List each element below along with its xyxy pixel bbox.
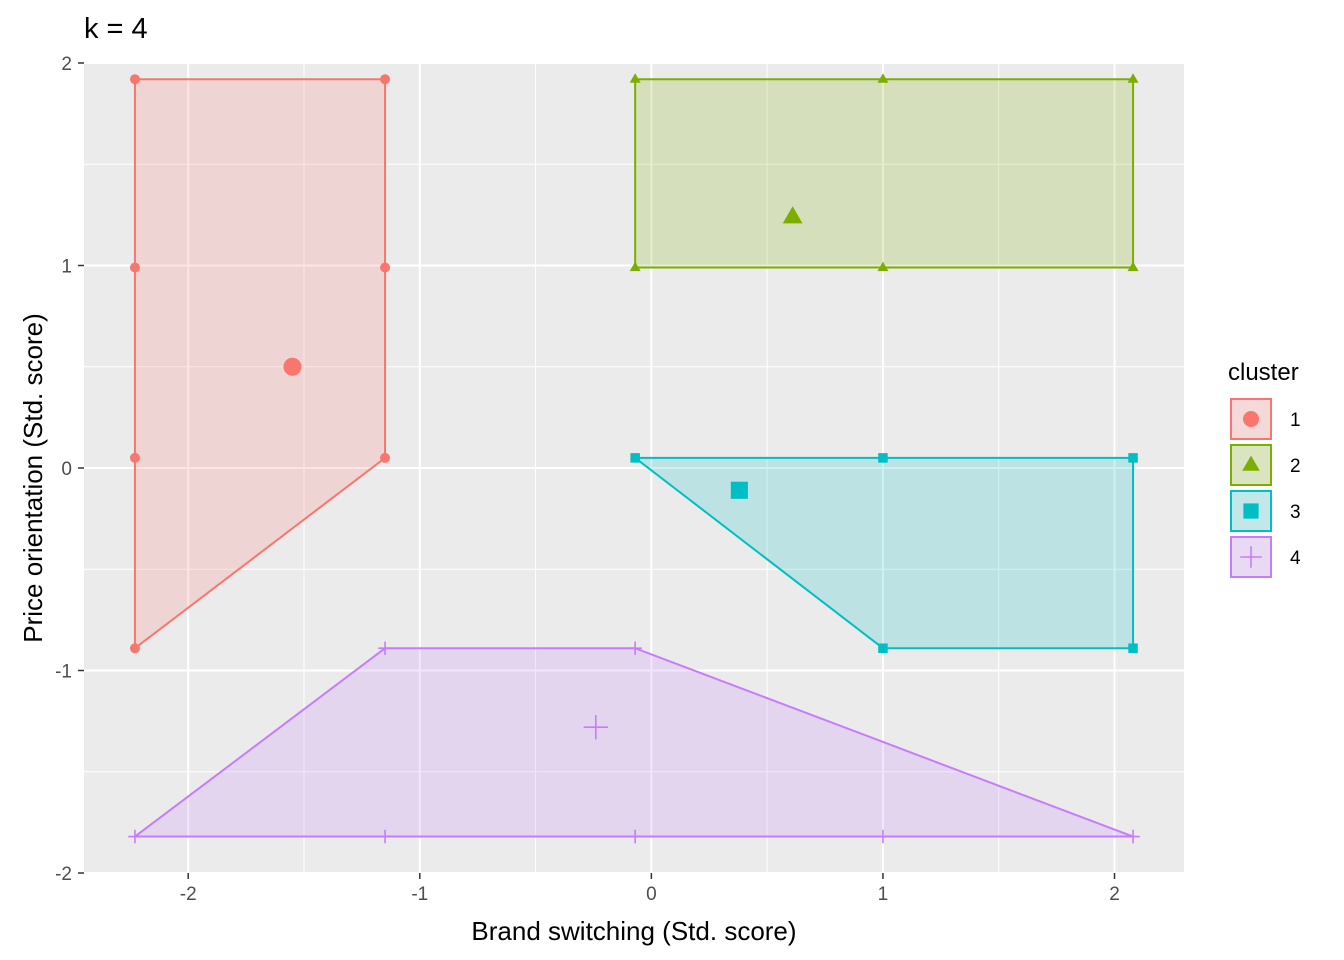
legend-key-marker: [1243, 411, 1259, 427]
legend-label: 4: [1290, 548, 1301, 569]
legend-item-2: 2: [1230, 444, 1301, 486]
chart-title: k = 4: [84, 13, 148, 45]
x-tick-label: 0: [646, 884, 657, 905]
cluster-4-point: [628, 829, 642, 844]
legend-label: 3: [1290, 502, 1301, 523]
y-axis-title: Price orientation (Std. score): [18, 313, 48, 642]
cluster-4-point: [378, 641, 392, 655]
axes: -2 -1 0 1 2 -2 -1 0 1 2: [55, 54, 1120, 905]
cluster-2-point: [629, 261, 641, 272]
cluster-2-point: [629, 73, 641, 83]
legend-label: 1: [1290, 410, 1301, 431]
cluster-2-center: [782, 206, 803, 224]
cluster-4-point: [876, 829, 890, 844]
cluster-3-point: [630, 453, 640, 463]
legend: cluster 1 2 3 4: [1228, 359, 1301, 578]
cluster-3-point: [1128, 453, 1138, 463]
cluster-4-center: [583, 715, 608, 740]
cluster-4-point: [628, 641, 642, 655]
cluster-4-point: [378, 829, 392, 844]
legend-item-1: 1: [1230, 398, 1301, 440]
y-tick-label: -1: [55, 662, 72, 683]
cluster-1-point: [380, 262, 391, 273]
cluster-2-point: [877, 261, 889, 272]
cluster-1-center: [283, 357, 302, 376]
cluster-2: [629, 73, 1139, 272]
cluster-2-point: [1127, 261, 1139, 272]
cluster-1-point: [380, 452, 391, 463]
legend-key-marker: [1240, 546, 1262, 568]
cluster-2-point: [877, 73, 889, 83]
legend-key-marker: [1242, 455, 1260, 471]
legend-item-4: 4: [1230, 536, 1301, 578]
x-tick-label: -1: [411, 884, 428, 905]
cluster-1-point: [129, 452, 140, 463]
x-tick-label: 1: [878, 884, 889, 905]
x-tick-label: 2: [1109, 884, 1120, 905]
x-tick-label: -2: [180, 884, 197, 905]
cluster-3: [630, 453, 1138, 653]
y-tick-label: 0: [61, 459, 72, 480]
y-tick-label: -2: [55, 864, 72, 885]
cluster-2-point: [1127, 73, 1139, 83]
cluster-2-hull: [634, 78, 1135, 269]
legend-item-3: 3: [1230, 490, 1301, 532]
cluster-1-point: [129, 74, 140, 85]
cluster-1-point: [129, 262, 140, 273]
y-tick-label: 2: [61, 54, 72, 75]
cluster-3-center: [730, 481, 748, 499]
cluster-4: [128, 641, 1140, 844]
y-tick-label: 1: [61, 257, 72, 278]
cluster-1: [129, 74, 391, 654]
cluster-1-point: [129, 643, 140, 654]
legend-label: 2: [1290, 456, 1301, 477]
cluster-3-point: [1128, 643, 1138, 653]
cluster-3-point: [878, 453, 888, 463]
legend-key-marker: [1243, 503, 1259, 519]
plot-panel: [84, 62, 1184, 874]
cluster-4-point: [128, 829, 142, 844]
cluster-4-point: [1126, 829, 1140, 844]
x-axis-title: Brand switching (Std. score): [471, 916, 796, 946]
cluster-1-point: [380, 74, 391, 85]
cluster-3-point: [878, 643, 888, 653]
legend-title: cluster: [1228, 359, 1299, 386]
